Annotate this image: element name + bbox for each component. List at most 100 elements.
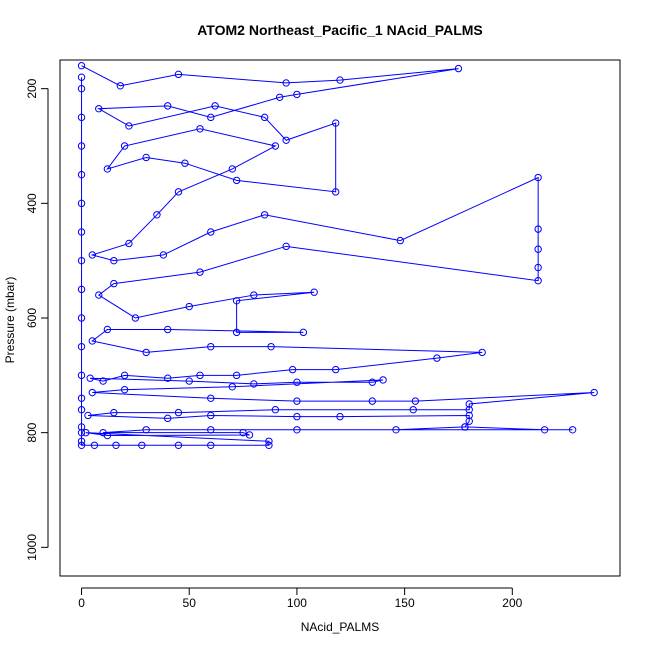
data-point [185, 302, 193, 311]
data-point [275, 93, 284, 101]
y-tick-label: 400 [25, 193, 39, 213]
data-point [207, 426, 215, 434]
x-tick-label: 200 [502, 596, 522, 610]
data-point [568, 426, 577, 434]
data-point [138, 441, 146, 449]
data-point [77, 62, 86, 70]
data-point [534, 263, 542, 272]
data-point [120, 371, 129, 380]
data-point [77, 199, 86, 208]
data-point [181, 159, 189, 167]
data-point [77, 428, 86, 437]
data-point [103, 431, 112, 440]
data-point [411, 397, 420, 405]
data-point [293, 397, 301, 405]
data-point [293, 90, 301, 99]
data-point [288, 365, 297, 374]
data-point [267, 342, 275, 351]
data-point [211, 102, 219, 110]
data-point [88, 388, 97, 397]
data-point [409, 406, 417, 414]
data-point [207, 394, 215, 402]
y-axis: 200 400 600 800 1000 [25, 78, 49, 561]
data-point [163, 325, 172, 334]
data-point [245, 431, 254, 439]
data-point [271, 142, 280, 150]
data-point [478, 348, 486, 357]
data-point [174, 188, 183, 196]
data-point [336, 412, 344, 421]
data-point [232, 328, 241, 337]
data-point [465, 411, 473, 420]
data-point [228, 383, 237, 391]
data-point [265, 437, 273, 445]
data-point [77, 256, 86, 265]
data-point [163, 414, 172, 423]
data-point [461, 423, 469, 431]
series-line [81, 65, 595, 446]
data-point [174, 70, 183, 79]
data-point [196, 125, 204, 133]
data-point [82, 428, 90, 437]
data-point [282, 242, 290, 251]
data-point [86, 374, 94, 382]
plot-frame [59, 59, 621, 577]
data-point [142, 348, 150, 357]
data-point [196, 268, 204, 276]
data-point [77, 371, 86, 380]
y-tick-label: 200 [25, 78, 39, 98]
x-tick-label: 0 [78, 596, 85, 610]
data-point [77, 437, 86, 445]
data-point [120, 385, 129, 394]
data-point [99, 377, 107, 385]
data-point [331, 188, 340, 196]
data-point [590, 388, 598, 397]
data-point [110, 408, 118, 417]
data-point [95, 291, 103, 299]
data-point [239, 428, 247, 437]
data-point [163, 102, 172, 110]
data-point [293, 412, 301, 421]
data-point [77, 394, 86, 402]
data-point [174, 408, 183, 417]
data-point [90, 441, 99, 449]
y-axis-label: Pressure (mbar) [3, 277, 17, 364]
data-point [77, 73, 86, 81]
data-point [534, 245, 542, 253]
data-point [77, 142, 86, 150]
data-point [534, 225, 542, 233]
data-point [196, 371, 204, 380]
data-point [396, 236, 405, 245]
data-point [174, 441, 183, 449]
data-point [540, 426, 549, 434]
data-point [77, 314, 86, 322]
data-point [142, 426, 150, 434]
data-point [379, 376, 387, 384]
data-point [232, 297, 241, 305]
data-point [77, 285, 86, 294]
data-point [77, 84, 86, 93]
data-point [465, 400, 473, 408]
data-point [77, 113, 86, 122]
data-point [125, 239, 133, 248]
x-axis-label: NAcid_PALMS [301, 620, 379, 634]
data-point [265, 441, 273, 449]
data-point [207, 228, 215, 236]
data-point [299, 328, 308, 337]
data-point [260, 113, 269, 122]
x-tick-label: 50 [183, 596, 197, 610]
data-point [331, 365, 340, 374]
x-axis: 0 50 100 150 200 [78, 587, 523, 610]
data-point [392, 426, 400, 434]
data-point [77, 406, 86, 414]
data-point [153, 211, 161, 219]
data-point [336, 76, 344, 84]
x-tick-label: 150 [395, 596, 415, 610]
data-point [207, 411, 215, 420]
data-point [368, 378, 377, 386]
data-point [250, 291, 258, 299]
chart-title: ATOM2 Northeast_Pacific_1 NAcid_PALMS [197, 22, 483, 38]
data-point [103, 165, 112, 173]
data-point [207, 113, 215, 122]
